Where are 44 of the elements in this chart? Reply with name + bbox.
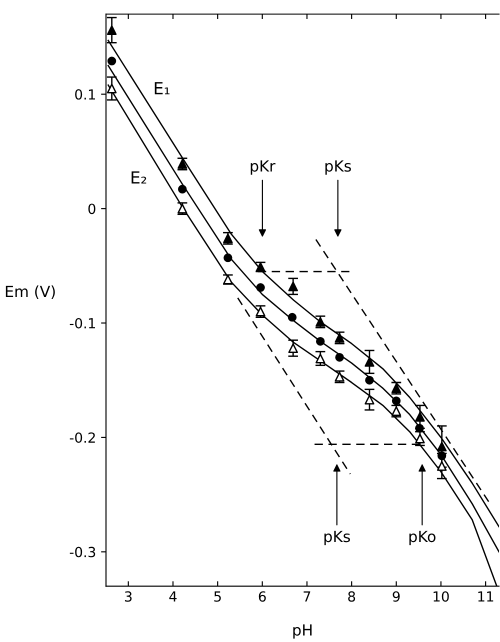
- point: [365, 376, 374, 385]
- annotation: pKs: [324, 530, 350, 546]
- x-tick-label: 3: [124, 591, 132, 602]
- point: [256, 283, 265, 292]
- point: [106, 84, 117, 94]
- point: [392, 396, 401, 406]
- annotation: pKs: [325, 160, 351, 175]
- point: [224, 253, 232, 262]
- point: [288, 282, 298, 292]
- y-axis-title: Em (V): [6, 285, 55, 299]
- annotation: pKo: [409, 530, 436, 546]
- x-tick-label: 7: [304, 591, 310, 602]
- x-tick-label: 6: [258, 591, 266, 602]
- x-tick-label: 5: [214, 591, 221, 602]
- point: [415, 412, 425, 422]
- point: [436, 442, 447, 452]
- annotation: pKr: [250, 160, 276, 175]
- point: [316, 354, 326, 364]
- x-tick-label: 8: [348, 591, 356, 602]
- point: [106, 25, 117, 35]
- y-tick-label: -0.2: [70, 432, 95, 443]
- annotation: E₁: [154, 82, 170, 94]
- point: [415, 434, 425, 444]
- point: [335, 352, 344, 362]
- x-tick-label: 11: [478, 591, 494, 602]
- y-tick-label: -0.1: [70, 318, 95, 328]
- y-tick-label: -0.3: [70, 546, 96, 558]
- point: [364, 394, 374, 405]
- point: [436, 461, 447, 471]
- point: [178, 184, 187, 194]
- y-tick-label: 0: [88, 204, 96, 214]
- y-tick-label: 0.1: [75, 89, 95, 100]
- point: [107, 56, 116, 66]
- annotation: E₂: [132, 171, 146, 184]
- point: [316, 336, 325, 346]
- point: [415, 424, 424, 433]
- point: [364, 357, 374, 367]
- point: [437, 451, 446, 460]
- point: [288, 343, 298, 354]
- x-tick-label: 10: [434, 591, 449, 602]
- x-tick-label: 4: [169, 591, 177, 602]
- x-axis-title: pH: [293, 624, 312, 639]
- x-tick-label: 9: [392, 591, 400, 602]
- point: [288, 312, 297, 322]
